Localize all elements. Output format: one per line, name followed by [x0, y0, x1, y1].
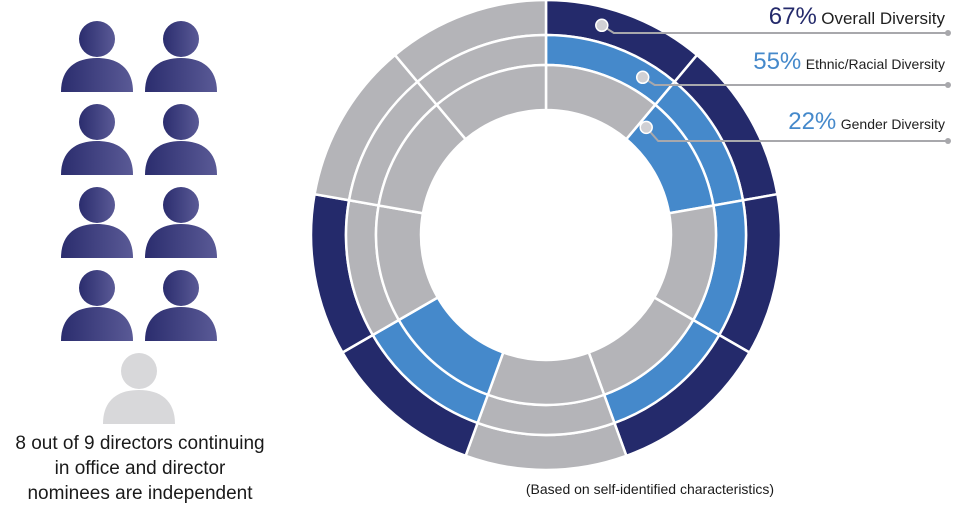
leader-end-gender — [945, 138, 951, 144]
person-icon — [100, 350, 178, 426]
ethnic-diversity-value: 55% — [753, 48, 802, 75]
leader-end-overall — [945, 30, 951, 36]
gender-diversity-value: 22% — [788, 108, 837, 135]
overall-diversity-name: Overall Diversity — [821, 9, 945, 28]
leader-dot-ethnic — [635, 70, 650, 85]
caption-line-2: in office and director — [54, 458, 226, 479]
person-icon — [58, 184, 136, 260]
person-icon — [142, 101, 220, 177]
donut-segment-gender-4 — [486, 350, 606, 407]
ethnic-diversity-name: Ethnic/Racial Diversity — [805, 56, 945, 72]
caption-line-1: 8 out of 9 directors continuing — [15, 433, 265, 454]
label-gender-diversity: 22% Gender Diversity — [788, 108, 945, 136]
person-icon — [142, 267, 220, 343]
person-icon — [58, 18, 136, 94]
label-overall-diversity: 67% Overall Diversity — [769, 3, 945, 31]
footnote: (Based on self-identified characteristic… — [525, 481, 775, 497]
donut-segment-gender-8 — [434, 63, 548, 142]
label-ethnic-diversity: 55% Ethnic/Racial Diversity — [753, 48, 945, 76]
leader-dot-overall — [595, 18, 609, 33]
person-icon — [58, 101, 136, 177]
leader-end-ethnic — [945, 82, 951, 88]
leader-dot-gender — [639, 120, 653, 135]
person-icon — [58, 267, 136, 343]
person-icon — [142, 184, 220, 260]
caption-line-3: nominees are independent — [27, 483, 253, 504]
gender-diversity-name: Gender Diversity — [840, 116, 945, 132]
overall-diversity-value: 67% — [768, 3, 817, 30]
directors-caption: 8 out of 9 directors continuing in offic… — [0, 431, 280, 506]
person-icon — [142, 18, 220, 94]
director-icons-grid — [58, 18, 228, 424]
